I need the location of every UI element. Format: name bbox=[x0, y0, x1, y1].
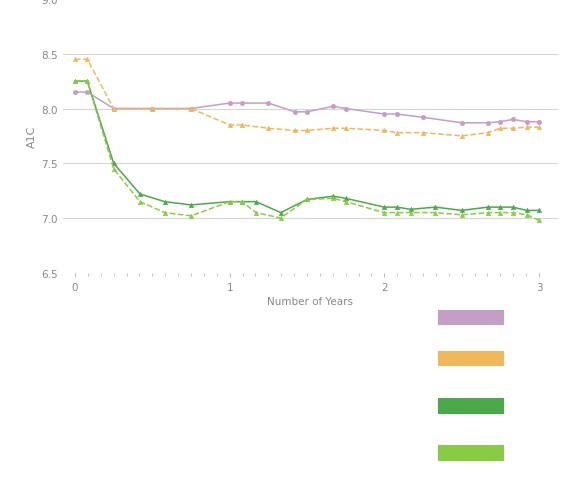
FancyBboxPatch shape bbox=[438, 310, 504, 325]
FancyBboxPatch shape bbox=[438, 446, 504, 461]
X-axis label: Number of Years: Number of Years bbox=[267, 296, 353, 306]
FancyBboxPatch shape bbox=[438, 398, 504, 414]
FancyBboxPatch shape bbox=[438, 351, 504, 366]
Y-axis label: A1C: A1C bbox=[27, 125, 37, 148]
